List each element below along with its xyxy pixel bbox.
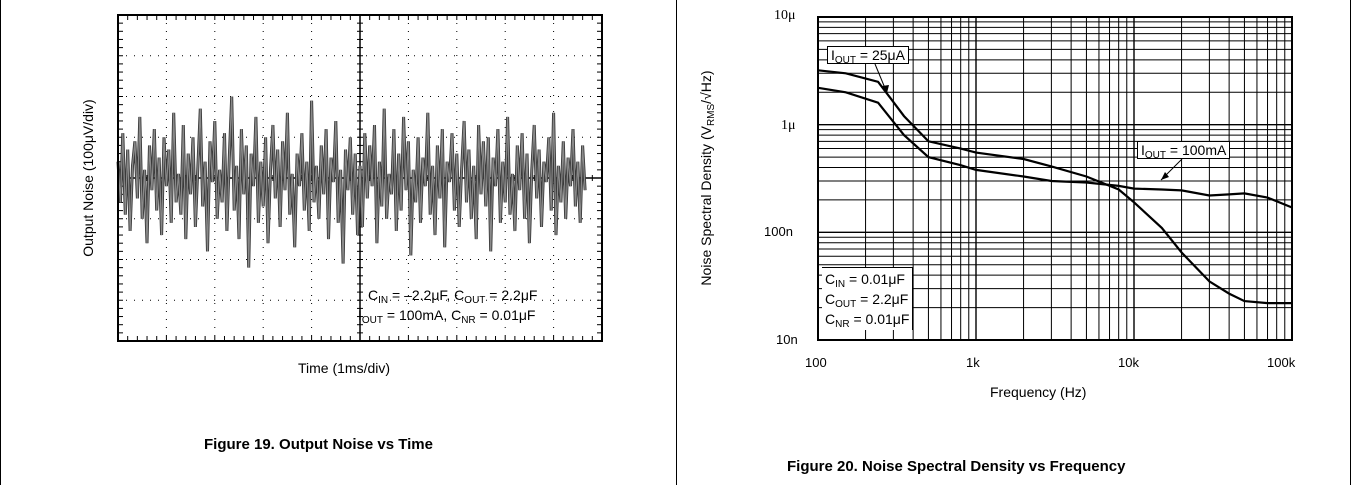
leader-25ua-arrow (882, 85, 889, 93)
label-iout-100ma: IOUT = 100mA (1137, 141, 1231, 161)
figure-20-xlabel: Frequency (Hz) (990, 384, 1087, 400)
frame-divider (676, 0, 677, 485)
figure-19-caption: Figure 19. Output Noise vs Time (204, 436, 433, 453)
plot-frame (117, 14, 603, 342)
figure-19-annotation-1: CIN = –2.2μF, COUT = 2.2μF (368, 287, 538, 306)
noise-trace-highlight (117, 96, 586, 268)
leader-100ma-arrow (1161, 172, 1169, 180)
y-tick-100n: 100n (764, 224, 793, 239)
series-line-0 (817, 69, 1292, 305)
figure-19-plot (116, 14, 603, 342)
figure-19-xlabel: Time (1ms/div) (298, 360, 391, 376)
figure-20-plot (817, 16, 1293, 341)
figure-19-panel: Output Noise (100μV/div) CIN = –2.2μF, C… (80, 14, 603, 453)
series-line-1 (817, 86, 1293, 209)
frame-left-border (0, 0, 1, 485)
figure-20-panel: Noise Spectral Density (VRMS/√Hz) 10μ 1μ… (677, 0, 1351, 485)
x-tick-1k: 1k (966, 355, 980, 370)
condition-cnr: CNR = 0.01μF (825, 311, 910, 330)
figure-19-annotation-2: IOUT = 100mA, CNR = 0.01μF (358, 307, 536, 326)
x-tick-100k: 100k (1267, 355, 1296, 370)
figure-20-caption: Figure 20. Noise Spectral Density vs Fre… (787, 458, 1126, 475)
figure-20-conditions: CIN = 0.01μF COUT = 2.2μF CNR = 0.01μF (822, 267, 914, 330)
figure-19-ylabel: Output Noise (100μV/div) (80, 99, 96, 257)
condition-cout: COUT = 2.2μF (825, 291, 909, 310)
y-tick-1u: 1μ (781, 118, 796, 133)
x-tick-100: 100 (805, 355, 827, 370)
y-tick-10n: 10n (776, 332, 798, 347)
condition-cin: CIN = 0.01μF (825, 271, 905, 290)
label-iout-25ua: IOUT = 25μA (827, 46, 909, 66)
figure-20-ylabel: Noise Spectral Density (VRMS/√Hz) (698, 70, 717, 286)
plot-frame (817, 16, 1293, 341)
y-tick-10u: 10μ (774, 8, 796, 23)
x-tick-10k: 10k (1118, 355, 1139, 370)
